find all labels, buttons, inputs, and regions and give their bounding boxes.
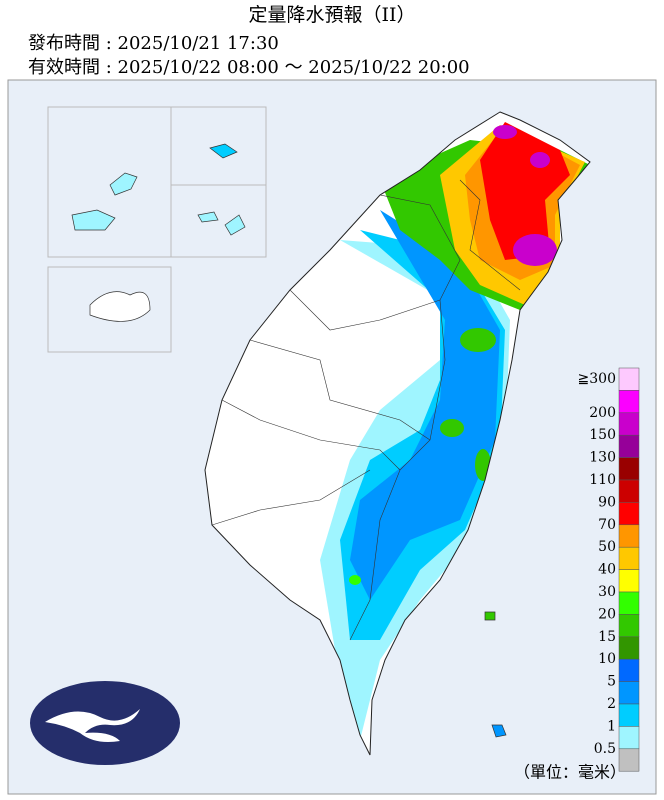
rain-field (320, 122, 590, 740)
legend-label: 40 (598, 562, 616, 578)
legend-swatch (618, 569, 640, 593)
legend-swatch (618, 703, 640, 727)
legend-swatch (618, 614, 640, 638)
legend-swatch (618, 434, 640, 458)
legend-swatch (618, 591, 640, 615)
legend-label: 2 (607, 696, 616, 712)
legend-label: 10 (598, 651, 616, 667)
title: 定量降水預報（II） (248, 4, 415, 26)
legend-label: 20 (598, 606, 616, 622)
legend-swatch (618, 390, 640, 414)
legend-swatch (618, 658, 640, 682)
legend-swatch (618, 457, 640, 481)
legend-swatch (618, 367, 640, 391)
insets (47, 106, 267, 353)
legend-label: 110 (589, 472, 616, 488)
valid-time: 有效時間 : 2025/10/22 08:00 ～ 2025/10/22 20:… (28, 57, 470, 78)
cwa-logo (30, 681, 180, 765)
legend-label: 200 (589, 405, 616, 421)
legend-label: 5 (607, 674, 616, 690)
legend-swatch (618, 748, 640, 772)
legend-label: 50 (598, 539, 616, 555)
legend-label: 70 (598, 517, 616, 533)
legend-swatch (618, 524, 640, 548)
legend-label: 15 (598, 629, 616, 645)
legend-swatch (618, 636, 640, 660)
taiwan-outline (204, 111, 591, 756)
legend-label: 30 (598, 584, 616, 600)
issued-time: 發布時間 : 2025/10/21 17:30 (28, 33, 279, 54)
county-borders (211, 179, 521, 641)
legend: ≧300 200 150 130 110 90 70 50 40 30 20 15 10 5 2 1 0.5 (578, 367, 640, 772)
legend-label: 150 (589, 427, 616, 443)
legend-swatch (618, 681, 640, 705)
legend-label: ≧300 (578, 371, 616, 387)
unit-label: （單位：毫米） (514, 763, 626, 782)
legend-label: 90 (598, 494, 616, 510)
legend-label: 1 (607, 718, 616, 734)
legend-label: 130 (589, 450, 616, 466)
legend-swatch (618, 546, 640, 570)
legend-swatch (618, 412, 640, 436)
legend-label: 0.5 (594, 741, 616, 757)
legend-swatch (618, 502, 640, 526)
legend-swatch (618, 479, 640, 503)
legend-swatch (618, 726, 640, 750)
islands (71, 143, 507, 738)
